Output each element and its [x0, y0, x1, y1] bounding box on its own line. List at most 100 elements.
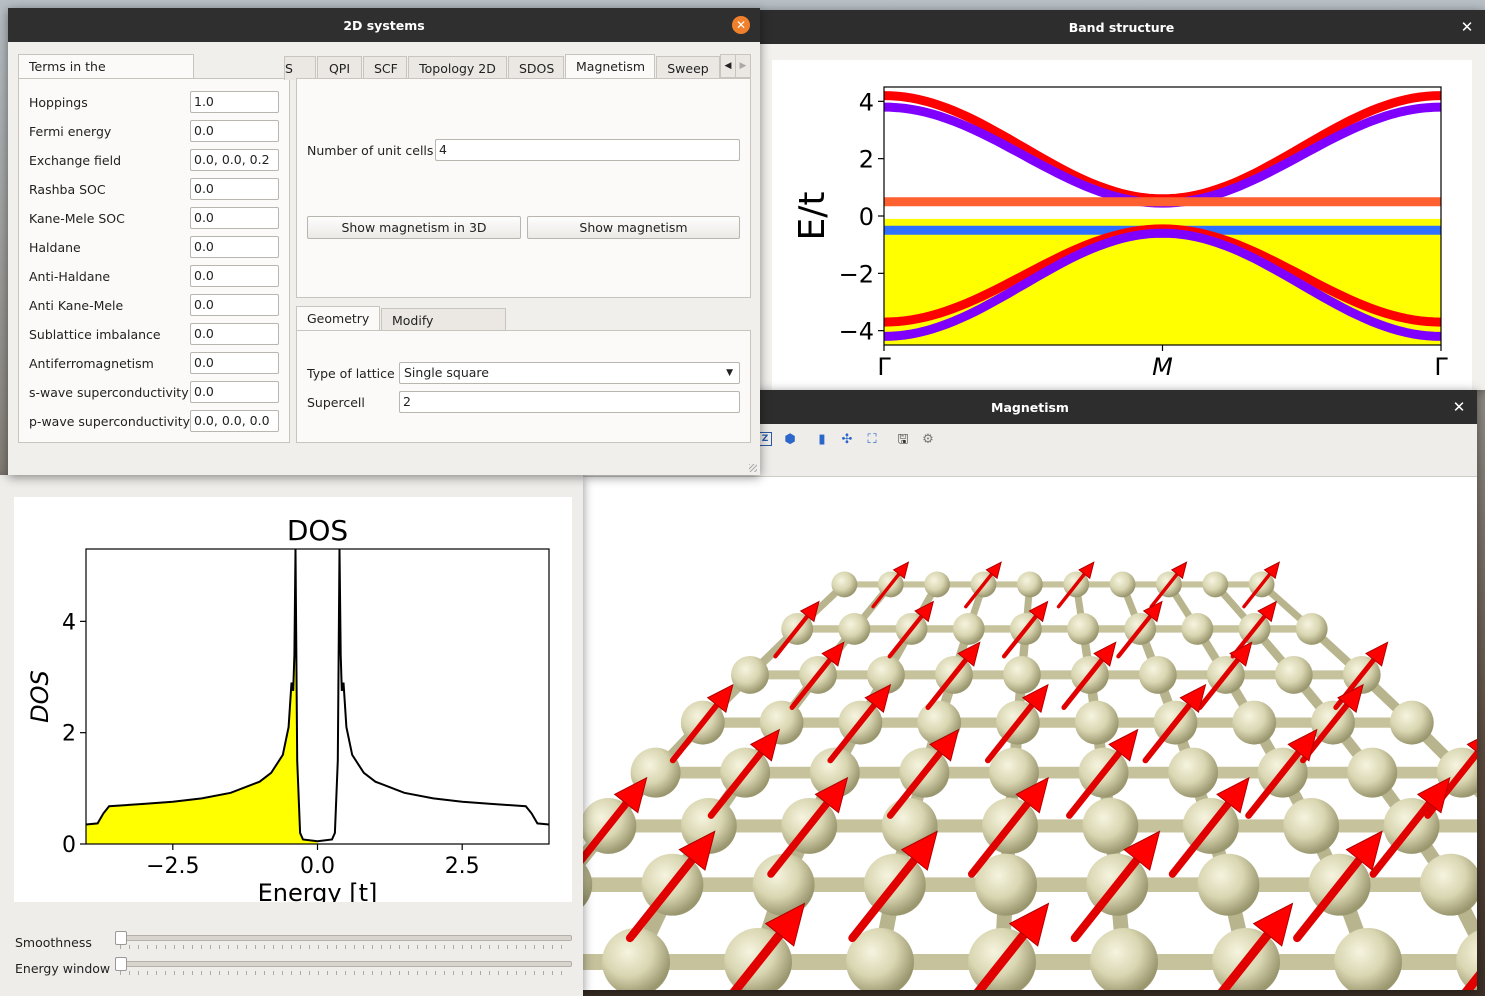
spin-arrow-head	[1142, 600, 1163, 623]
close-icon[interactable]: ✕	[1452, 398, 1466, 416]
tab-modify-geometry[interactable]: Modify geometry	[381, 308, 506, 352]
spin-arrow-head	[1257, 600, 1278, 623]
atom	[831, 571, 858, 598]
fullscreen-icon[interactable]: ⛶	[867, 432, 877, 447]
spin-arrow-shaft	[773, 608, 814, 659]
band-structure-title: Band structure	[1068, 19, 1175, 35]
spin-arrow-shaft	[973, 919, 1037, 990]
atom	[583, 862, 593, 907]
show-magnetism-button[interactable]: Show magnetism	[527, 216, 740, 239]
magnetism-3d-view[interactable]	[583, 477, 1477, 990]
resize-grip-icon[interactable]	[749, 464, 757, 472]
term-input[interactable]: 0.0, 0.0, 0.2	[190, 149, 279, 171]
save-icon[interactable]: 🖫	[897, 432, 909, 447]
atom	[1347, 747, 1398, 798]
term-input[interactable]: 0.0, 0.0, 0.0	[190, 410, 279, 432]
lattice-type-select[interactable]: Single square ▼	[399, 362, 740, 384]
spin-arrow-head	[957, 641, 981, 667]
spin-arrow-head	[706, 683, 734, 714]
atom	[1090, 928, 1158, 990]
term-label: p-wave superconductivity	[29, 414, 191, 429]
atom	[1456, 930, 1477, 990]
dos-plot-canvas: DOS 0 2 4 −2.5 0.0 2.5 Energy [t] DOS	[14, 497, 572, 907]
term-input[interactable]: 1.0	[190, 91, 279, 113]
supercell-input[interactable]: 2	[399, 391, 740, 413]
atom	[846, 928, 914, 990]
energy-window-slider-track[interactable]	[115, 961, 572, 967]
spin-arrow-shaft	[1369, 790, 1441, 878]
spin-arrow-head	[764, 902, 806, 947]
spin-arrow-shaft	[1217, 919, 1281, 990]
spin-arrow-shaft	[789, 651, 838, 710]
tab-qpi[interactable]: QPI	[317, 56, 362, 80]
term-input[interactable]: 0.0	[190, 207, 279, 229]
band-series-5	[883, 228, 1442, 341]
atom	[988, 747, 1039, 798]
atom	[1067, 613, 1099, 645]
x-tick-label: 0.0	[300, 854, 335, 879]
tab-label: Magnetism	[576, 59, 646, 74]
atom	[924, 571, 951, 598]
tab-scroll-right-button[interactable]: ▶	[735, 54, 751, 78]
term-input[interactable]: 0.0	[190, 178, 279, 200]
spin-arrow-head	[821, 641, 845, 667]
spin-arrow-shaft	[1197, 651, 1246, 710]
spin-arrow-head	[1078, 561, 1095, 580]
cube-view-icon[interactable]: ⬢	[784, 432, 796, 447]
x-tick-label: Γ	[1434, 353, 1448, 381]
spin-arrow-head	[799, 600, 820, 623]
tab-s[interactable]: S	[284, 56, 316, 80]
spin-arrow-shaft	[1168, 790, 1240, 878]
term-input[interactable]: 0.0	[190, 265, 279, 287]
close-icon[interactable]: ✕	[732, 16, 750, 34]
smoothness-slider-track[interactable]	[115, 935, 572, 941]
atom	[1295, 613, 1328, 645]
tab-terms-hamiltonian[interactable]: Terms in the Hamiltonian	[18, 54, 194, 98]
atom	[1181, 613, 1214, 645]
term-label: s-wave superconductivity	[29, 385, 189, 400]
smoothness-label: Smoothness	[15, 935, 92, 950]
main-window: 2D systems ✕ Terms in the Hamiltonian Ho…	[8, 8, 760, 475]
tab-topology-2d[interactable]: Topology 2D	[408, 56, 507, 80]
close-icon[interactable]: ✕	[1460, 18, 1474, 36]
gear-icon[interactable]: ⚙	[922, 432, 934, 447]
term-input[interactable]: 0.0	[190, 352, 279, 374]
smoothness-slider-handle[interactable]	[115, 931, 127, 945]
tab-sweep[interactable]: Sweep	[656, 56, 720, 80]
tab-label: SDOS	[519, 61, 555, 76]
spin-arrow-shaft	[1242, 568, 1275, 609]
spin-arrow-head	[749, 728, 781, 762]
term-label: Kane-Mele SOC	[29, 211, 125, 226]
z-axis-view-icon[interactable]: Z	[758, 432, 772, 446]
tab-geometry[interactable]: Geometry	[296, 306, 380, 332]
term-label: Antiferromagnetism	[29, 356, 154, 371]
magnetism-panel: Number of unit cells 4 Show magnetism in…	[296, 78, 751, 298]
spin-arrow-shaft	[625, 845, 705, 943]
term-input[interactable]: 0.0	[190, 294, 279, 316]
chevron-down-icon: ▼	[726, 368, 733, 378]
tab-sdos[interactable]: SDOS	[508, 56, 564, 80]
term-input[interactable]: 0.0	[190, 323, 279, 345]
term-input[interactable]: 0.0	[190, 120, 279, 142]
spin-arrow-head	[1021, 683, 1049, 714]
show-magnetism-3d-button[interactable]: Show magnetism in 3D	[307, 216, 521, 239]
y-tick-label: 4	[859, 88, 874, 116]
term-input[interactable]: 0.0	[190, 381, 279, 403]
term-label: Anti-Haldane	[29, 269, 111, 284]
plot-area	[86, 549, 549, 844]
energy-window-slider-handle[interactable]	[115, 957, 127, 971]
atom	[1109, 571, 1136, 598]
spin-arrow-head	[1028, 600, 1049, 623]
magnetism-title: Magnetism	[991, 399, 1069, 415]
unit-cells-input[interactable]: 4	[435, 139, 740, 161]
spin-arrow-head	[1337, 683, 1364, 714]
spin-arrow-head	[985, 561, 1002, 580]
axes-icon[interactable]: ✣	[841, 432, 853, 447]
atom	[752, 853, 815, 916]
term-input[interactable]: 0.0	[190, 236, 279, 258]
tab-magnetism[interactable]: Magnetism	[565, 54, 655, 80]
band-structure-titlebar: Band structure ✕	[758, 10, 1485, 44]
layout-icon[interactable]: ▮	[818, 432, 826, 447]
tab-scf[interactable]: SCF	[363, 56, 407, 80]
tab-scroll-left-button[interactable]: ◀	[720, 54, 736, 78]
